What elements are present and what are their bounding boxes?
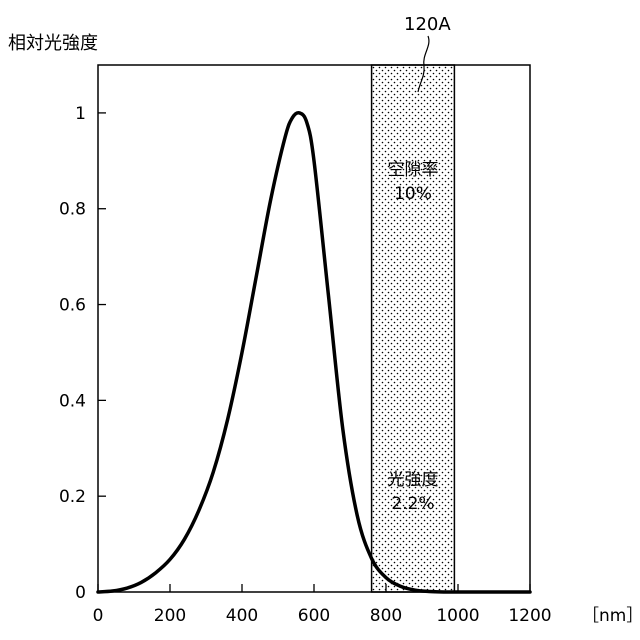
band-annotation-porosity-label: 空隙率	[388, 160, 439, 180]
x-tick-label-1200: 1200	[508, 606, 551, 626]
band-label: 120A	[404, 14, 451, 35]
x-tick-label-0: 0	[93, 606, 104, 626]
y-tick-label-0.2: 0.2	[59, 487, 86, 507]
y-tick-label-0.4: 0.4	[59, 391, 86, 411]
y-tick-label-0: 0	[75, 583, 86, 603]
y-tick-label-1: 1	[75, 104, 86, 124]
band-annotation-porosity-value: 10%	[394, 184, 432, 204]
x-tick-label-800: 800	[370, 606, 402, 626]
y-axis-ticks: 0 0.2 0.4 0.6 0.8 1	[59, 104, 106, 603]
x-axis-unit: ［nm］	[582, 606, 640, 626]
x-tick-label-1000: 1000	[436, 606, 479, 626]
y-tick-label-0.8: 0.8	[59, 200, 86, 220]
x-tick-label-400: 400	[226, 606, 258, 626]
plot-frame	[98, 65, 530, 592]
y-tick-label-0.6: 0.6	[59, 296, 86, 316]
series-line	[98, 113, 530, 592]
y-axis-label: 相対光強度	[8, 33, 98, 54]
band-annotation-intensity-value: 2.2%	[391, 494, 434, 514]
x-tick-label-200: 200	[154, 606, 186, 626]
band-annotation-intensity-label: 光強度	[388, 470, 439, 490]
x-tick-label-600: 600	[298, 606, 330, 626]
